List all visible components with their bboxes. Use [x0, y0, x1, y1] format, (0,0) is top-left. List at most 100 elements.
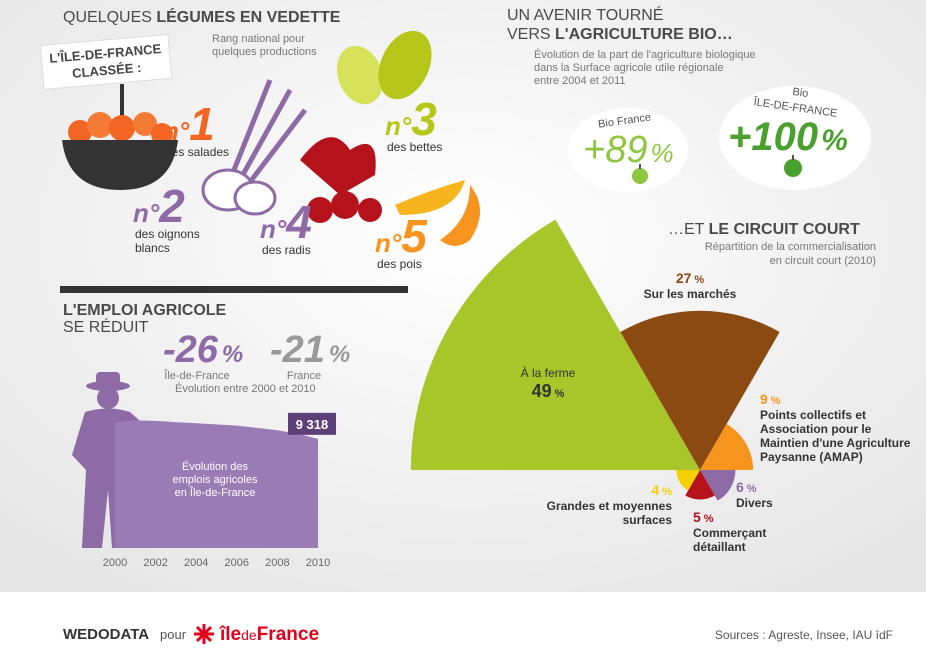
- rank-prefix: n°: [163, 116, 190, 146]
- shape: [62, 140, 178, 190]
- stat-unit: %: [222, 341, 243, 368]
- text-part: …ET: [668, 221, 709, 238]
- segment-name: Commerçant: [693, 526, 766, 540]
- x-tick-label: 2006: [225, 557, 249, 569]
- segment-value: 4%: [651, 482, 672, 498]
- badge: L'ÎLE-DE-FRANCE CLASSÉE :: [39, 33, 173, 90]
- text-part: de: [241, 627, 257, 643]
- area-label: en Île-de-France: [175, 486, 256, 499]
- text-part: île: [219, 624, 241, 645]
- shape: [68, 120, 92, 144]
- rank-label: des bettes: [387, 140, 442, 154]
- area-label: emplois agricoles: [173, 474, 258, 486]
- shape: [792, 155, 794, 160]
- shape: [395, 180, 465, 215]
- bio-description: entre 2004 et 2011: [534, 75, 626, 87]
- stat-number: -26: [163, 329, 219, 371]
- circuit-subtitle: Répartition de la commercialisation: [705, 241, 876, 253]
- stat-number: -21: [270, 329, 325, 371]
- rose-segment: [685, 470, 715, 500]
- bio-label: Bio: [792, 86, 809, 100]
- badge-text: CLASSÉE :: [72, 60, 142, 81]
- segment-number: 6: [736, 479, 744, 495]
- text-part: QUELQUES: [63, 9, 156, 26]
- shape: [195, 625, 213, 643]
- x-tick-label: 2000: [103, 557, 127, 569]
- rank-label: des salades: [165, 145, 229, 159]
- rank: n°1: [163, 98, 215, 150]
- shape: [307, 197, 333, 223]
- shape: [96, 372, 120, 386]
- value-label-box: [288, 412, 336, 435]
- segment-name: Association pour le: [760, 422, 872, 436]
- shape: [784, 159, 802, 177]
- bubble: [719, 86, 871, 190]
- shape: [632, 168, 648, 184]
- logo-star: [194, 624, 214, 644]
- legumes-subtitle: quelques productions: [212, 46, 317, 58]
- emploi-note: Évolution entre 2000 et 2010: [175, 382, 316, 395]
- rank-label: des radis: [262, 243, 311, 257]
- stat-label: Île-de-France: [163, 369, 229, 382]
- rank-prefix: n°: [385, 111, 412, 141]
- segment-number: 9: [760, 391, 768, 407]
- segment-value: 49%: [532, 381, 565, 401]
- segment-number: 27: [676, 270, 692, 286]
- segment-name: Grandes et moyennes: [547, 499, 673, 513]
- rose-segment: [700, 424, 754, 470]
- rose-segment: [676, 470, 700, 491]
- area: [115, 420, 318, 548]
- emploi-title: L'EMPLOI AGRICOLE: [63, 302, 227, 319]
- stat-unit: %: [329, 341, 350, 368]
- segment-name: Points collectifs et: [760, 408, 866, 422]
- bio-title: VERS L'AGRICULTURE BIO…: [507, 26, 733, 43]
- segment-unit: %: [704, 513, 714, 525]
- area-label: Évolution des: [182, 460, 249, 473]
- segment-number: 49: [532, 381, 552, 401]
- rank: n°5: [375, 210, 428, 262]
- text-part: %: [650, 138, 673, 168]
- bowl: [62, 112, 178, 190]
- rank-label: des pois: [377, 257, 422, 271]
- bio-description: dans la Surface agricole utile régionale: [534, 62, 724, 74]
- segment-value: 6%: [736, 479, 757, 495]
- rank-label: blancs: [135, 241, 170, 255]
- segment-number: 4: [651, 482, 659, 498]
- segment-name: Divers: [736, 496, 773, 510]
- shape: [331, 191, 359, 219]
- text-part: +89: [583, 129, 647, 171]
- segment-name: Sur les marchés: [644, 287, 737, 301]
- segment-number: 5: [693, 509, 701, 525]
- brand-pour: pour: [160, 627, 187, 642]
- vegetable-onions: [201, 79, 307, 216]
- segment-name: À la ferme: [521, 365, 576, 380]
- segment-name: surfaces: [623, 513, 673, 527]
- vegetable-peas: [395, 180, 480, 246]
- rank-number: 4: [285, 196, 312, 248]
- footer-band: [0, 592, 926, 666]
- shape: [133, 112, 157, 136]
- shape: [440, 185, 480, 246]
- text-part: L'AGRICULTURE BIO…: [555, 26, 733, 43]
- segment-value: 5%: [693, 509, 714, 525]
- stat-value: -21%: [270, 329, 350, 371]
- rose-segment: [410, 219, 700, 470]
- logo-text: îledeFrance: [219, 624, 319, 645]
- text-part: +100: [728, 115, 818, 159]
- shape: [151, 123, 173, 145]
- apple-icon: [784, 155, 802, 177]
- text-part: VERS: [507, 26, 555, 43]
- rank: n°2: [133, 180, 185, 232]
- rank-number: 5: [401, 210, 428, 262]
- segment-value: 9%: [760, 391, 781, 407]
- rank-label: des oignons: [135, 227, 200, 241]
- stat-label: France: [287, 370, 321, 382]
- rank: n°3: [385, 93, 437, 145]
- legumes-title: QUELQUES LÉGUMES EN VEDETTE: [63, 7, 341, 26]
- shape: [639, 164, 641, 169]
- shape: [336, 45, 384, 105]
- shape: [300, 137, 376, 195]
- bio-value: +89%: [583, 129, 674, 171]
